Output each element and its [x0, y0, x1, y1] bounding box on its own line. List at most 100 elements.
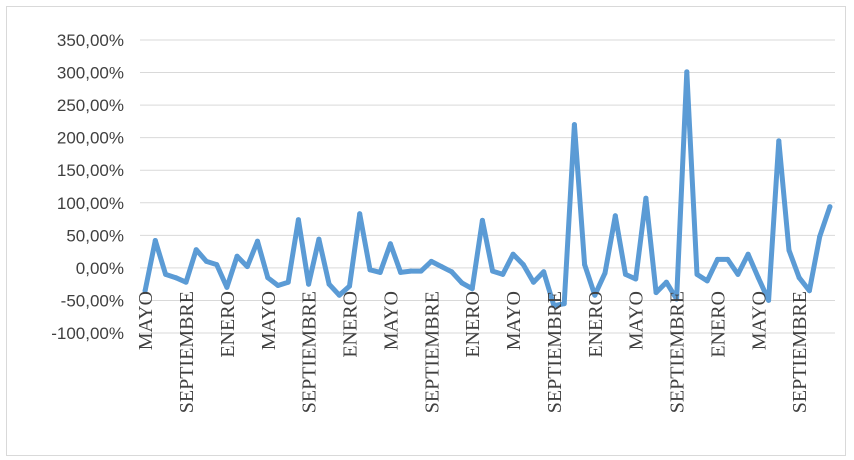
data-point [663, 279, 669, 285]
data-point [387, 241, 393, 247]
y-tick-label: 50,00% [66, 226, 124, 245]
data-point [377, 269, 383, 275]
data-point [285, 279, 291, 285]
data-point [367, 267, 373, 273]
data-point [418, 268, 424, 274]
y-tick-label: 200,00% [57, 129, 124, 148]
x-tick-label: MAYO [135, 291, 157, 350]
y-tick-label: 300,00% [57, 64, 124, 83]
data-point [439, 264, 444, 270]
data-point [571, 122, 577, 128]
data-point [275, 283, 281, 288]
data-point [295, 217, 301, 223]
data-point [806, 288, 812, 294]
y-tick-label: 150,00% [57, 161, 124, 180]
data-point [755, 275, 761, 281]
data-point [715, 256, 720, 262]
data-point [193, 247, 199, 253]
data-point [704, 278, 710, 284]
data-point [142, 288, 148, 294]
data-point [520, 262, 526, 268]
data-point [316, 236, 322, 242]
data-point [561, 301, 567, 307]
y-tick-label: 0,00% [76, 259, 124, 278]
data-point [592, 292, 598, 298]
x-axis-tick-labels: MAYO SEPTIEMBRE ENERO MAYO SEPTIEMBRE ENERO MA… [135, 291, 811, 413]
x-tick-label: MAYO [258, 291, 280, 350]
y-tick-label: -50,00% [61, 291, 124, 310]
data-point [479, 217, 485, 223]
data-point [469, 286, 475, 292]
data-point [817, 234, 823, 240]
data-point [459, 280, 465, 286]
data-point [653, 290, 659, 296]
data-point [551, 303, 557, 309]
x-tick-label: MAYO [626, 291, 648, 350]
data-point [674, 296, 680, 302]
y-axis-tick-labels: 350,00% 300,00% 250,00% 200,00% 150,00% 100,0… [51, 31, 124, 343]
data-point [234, 253, 240, 259]
data-point [408, 268, 414, 274]
data-point [582, 262, 588, 268]
data-point [255, 238, 260, 244]
data-point [265, 275, 271, 281]
data-point [326, 281, 332, 287]
data-point [510, 251, 516, 257]
x-tick-label: ENERO [585, 291, 607, 358]
data-point [173, 275, 179, 281]
data-point [224, 284, 230, 290]
data-point [214, 262, 220, 268]
data-point [725, 256, 731, 262]
x-tick-label: ENERO [217, 291, 239, 358]
data-point [428, 258, 434, 264]
data-point [745, 251, 751, 257]
line-chart: 350,00% 300,00% 250,00% 200,00% 150,00% 100,0… [51, 31, 835, 413]
x-tick-label: SEPTIEMBRE [544, 291, 566, 413]
data-point [786, 247, 792, 253]
x-tick-label: MAYO [748, 291, 770, 350]
x-tick-label: ENERO [708, 291, 730, 358]
x-tick-label: SEPTIEMBRE [789, 291, 811, 413]
series-line [142, 69, 833, 309]
y-tick-label: 350,00% [57, 31, 124, 50]
data-point [694, 271, 700, 277]
data-point [152, 238, 158, 243]
data-point [500, 271, 506, 277]
data-point [776, 138, 782, 144]
data-point [531, 279, 536, 285]
data-point [766, 297, 772, 303]
y-tick-label: 250,00% [57, 96, 124, 115]
data-point [633, 276, 639, 282]
data-point [183, 279, 189, 285]
data-point [449, 269, 455, 275]
y-tick-label: -100,00% [51, 324, 124, 343]
data-point [347, 283, 352, 289]
data-point [163, 271, 169, 277]
data-point [827, 204, 833, 210]
data-point [244, 264, 250, 270]
gridlines [140, 39, 835, 334]
chart-frame: 350,00% 300,00% 250,00% 200,00% 150,00% 100,0… [6, 6, 846, 456]
x-tick-label: MAYO [380, 291, 402, 350]
data-point [203, 258, 209, 264]
x-tick-label: ENERO [340, 291, 362, 358]
data-point [684, 69, 690, 75]
data-point [336, 292, 342, 298]
data-point [602, 270, 608, 276]
data-point [357, 211, 363, 217]
data-point [490, 268, 496, 274]
x-tick-label: ENERO [462, 291, 484, 358]
x-tick-label: SEPTIEMBRE [421, 291, 443, 413]
series-layer [142, 69, 833, 309]
data-point [398, 269, 404, 275]
data-point [796, 275, 802, 281]
x-tick-label: SEPTIEMBRE [299, 291, 321, 413]
data-point [643, 195, 649, 201]
data-point [541, 269, 547, 275]
data-point [623, 271, 628, 277]
data-point [306, 281, 312, 287]
x-tick-label: MAYO [503, 291, 525, 350]
x-tick-label: SEPTIEMBRE [667, 291, 689, 413]
x-tick-label: SEPTIEMBRE [176, 291, 198, 413]
data-point [735, 271, 741, 277]
